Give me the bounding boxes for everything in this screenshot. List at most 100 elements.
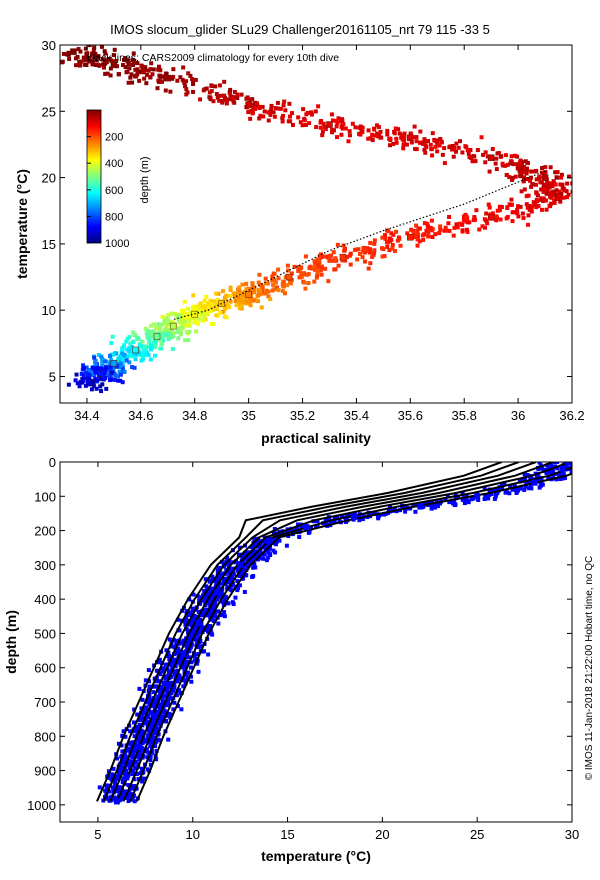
profile-cloud-point	[164, 648, 169, 653]
profile-cloud-point	[579, 462, 583, 466]
ts-cloud-point	[266, 118, 271, 123]
profile-cloud-point	[163, 662, 168, 667]
profile-cloud-point	[308, 526, 313, 531]
ts-cloud-point	[140, 67, 145, 72]
ts-cloud-point	[504, 172, 509, 177]
profile-cloud-point	[191, 592, 196, 597]
ts-cloud-point	[394, 136, 399, 141]
profile-cloud-point	[172, 672, 177, 677]
ts-cloud-point	[228, 299, 233, 304]
profile-glider-point	[417, 503, 424, 510]
ts-cloud-point	[112, 47, 117, 52]
ts-cloud-point	[494, 167, 499, 172]
ts-cloud-point	[220, 99, 225, 104]
ts-cloud-point	[269, 107, 274, 112]
ts-cloud-point	[480, 224, 485, 229]
ts-cloud-point	[237, 285, 242, 290]
ts-cloud-point	[166, 312, 171, 317]
ts-cloud-point	[150, 72, 155, 77]
ts-cloud-point	[420, 141, 425, 146]
ts-cloud-point	[275, 100, 280, 105]
profile-cloud-point	[175, 646, 180, 651]
ts-glider-point	[285, 273, 293, 281]
ts-cloud-point	[196, 316, 201, 321]
profile-cloud-point	[357, 518, 362, 523]
ts-cloud-point	[561, 195, 566, 200]
ts-cloud-point	[285, 263, 290, 268]
profile-cloud-point	[145, 755, 150, 760]
ts-cloud-point	[193, 77, 198, 82]
profile-cloud-point	[161, 708, 166, 713]
ts-cloud-point	[330, 127, 335, 132]
ts-cloud-point	[145, 72, 150, 77]
profile-cloud-point	[222, 610, 227, 615]
ts-cloud-point	[93, 63, 98, 68]
ts-cloud-point	[362, 259, 367, 264]
ts-cloud-point	[261, 114, 266, 119]
ts-cloud-point	[250, 110, 255, 115]
ts-cloud-point	[142, 76, 147, 81]
ts-cloud-point	[452, 225, 457, 230]
ts-cloud-point	[430, 235, 435, 240]
ts-cloud-point	[470, 159, 475, 164]
profile-cloud-point	[169, 691, 174, 696]
ts-cloud-point	[296, 268, 301, 273]
ts-cloud-point	[384, 239, 389, 244]
ts-cloud-point	[89, 387, 94, 392]
ts-cloud-point	[559, 191, 564, 196]
profile-cloud-point	[376, 515, 381, 520]
ts-cloud-point	[335, 242, 340, 247]
profile-cloud-point	[110, 772, 115, 777]
ts-cloud-point	[537, 174, 542, 179]
ts-cloud-point	[194, 306, 199, 311]
profile-cloud-point	[126, 799, 131, 804]
ts-cloud-point	[258, 113, 263, 118]
profile-cloud-point	[132, 734, 137, 739]
profile-cloud-point	[544, 463, 549, 468]
profile-cloud-point	[345, 513, 350, 518]
ts-cloud-point	[143, 349, 148, 354]
ts-cloud-point	[383, 236, 388, 241]
ts-cloud-point	[104, 365, 109, 370]
profile-cloud-point	[218, 575, 223, 580]
profile-cloud-point	[261, 556, 266, 561]
ts-cloud-point	[481, 152, 486, 157]
ts-cloud-point	[401, 146, 406, 151]
profile-cloud-point	[241, 565, 246, 570]
ts-glider-point	[245, 101, 252, 108]
profile-cloud-point	[325, 518, 330, 523]
ts-cloud-point	[280, 119, 285, 124]
profile-cloud-point	[547, 468, 552, 473]
profile-cloud-point	[236, 586, 241, 591]
profile-cloud-point	[131, 752, 136, 757]
ts-cloud-point	[498, 217, 503, 222]
ts-cloud-point	[424, 145, 429, 150]
profile-y-tick-label: 700	[34, 695, 56, 710]
profile-cloud-point	[357, 514, 362, 519]
ts-cloud-point	[127, 345, 132, 350]
ts-cloud-point	[108, 354, 113, 359]
ts-cloud-point	[123, 56, 128, 61]
ts-cloud-point	[500, 161, 505, 166]
ts-cloud-point	[84, 63, 89, 68]
profile-cloud-point	[251, 565, 256, 570]
ts-cloud-point	[260, 285, 265, 290]
profile-cloud-point	[157, 720, 162, 725]
profile-cloud-point	[154, 724, 159, 729]
profile-cloud-point	[126, 763, 131, 768]
profile-cloud-point	[130, 772, 135, 777]
ts-cloud-point	[225, 97, 230, 102]
ts-cloud-point	[411, 228, 416, 233]
ts-cloud-point	[185, 311, 190, 316]
ts-cloud-point	[77, 63, 82, 68]
ts-cloud-point	[252, 285, 257, 290]
ts-cloud-point	[495, 151, 500, 156]
profile-cloud-point	[213, 603, 218, 608]
profile-cloud-point	[187, 597, 192, 602]
ts-cloud-point	[126, 348, 131, 353]
profile-cloud-point	[188, 619, 193, 624]
profile-cloud-point	[172, 645, 177, 650]
ts-cloud-point	[218, 310, 223, 315]
ts-cloud-point	[150, 335, 155, 340]
profile-cloud-point	[144, 705, 149, 710]
